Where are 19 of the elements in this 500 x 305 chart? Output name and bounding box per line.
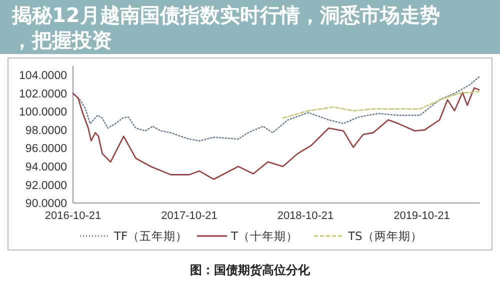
- y-tick-label: 104.0000: [19, 70, 67, 82]
- y-tick-label: 94.0000: [25, 161, 67, 174]
- x-tick-label: 2019-10-21: [394, 210, 450, 222]
- y-tick-label: 100.0000: [19, 106, 67, 119]
- y-tick-label: 96.0000: [25, 143, 67, 156]
- y-tick-label: 98.0000: [25, 124, 67, 137]
- x-tick-label: 2017-10-21: [161, 210, 218, 222]
- text: 图：国债期货高位分化: [190, 263, 311, 277]
- legend-label: TS（两年期）: [347, 229, 422, 244]
- x-tick-label: 2018-10-21: [277, 210, 334, 222]
- legend-label: T（十年期）: [230, 229, 298, 244]
- y-tick-label: 92.0000: [25, 180, 67, 192]
- legend-label: TF（五年期）: [113, 229, 188, 244]
- line-series: [282, 90, 480, 119]
- chart-title: 揭秘12月越南国债指数实时行情，洞悉市场走势，把握投资: [11, 3, 440, 52]
- x-tick-label: 2016-10-21: [44, 210, 102, 222]
- line-series: [72, 87, 480, 180]
- y-tick-label: 102.0000: [19, 88, 67, 100]
- y-tick-label: 90.0000: [25, 198, 67, 210]
